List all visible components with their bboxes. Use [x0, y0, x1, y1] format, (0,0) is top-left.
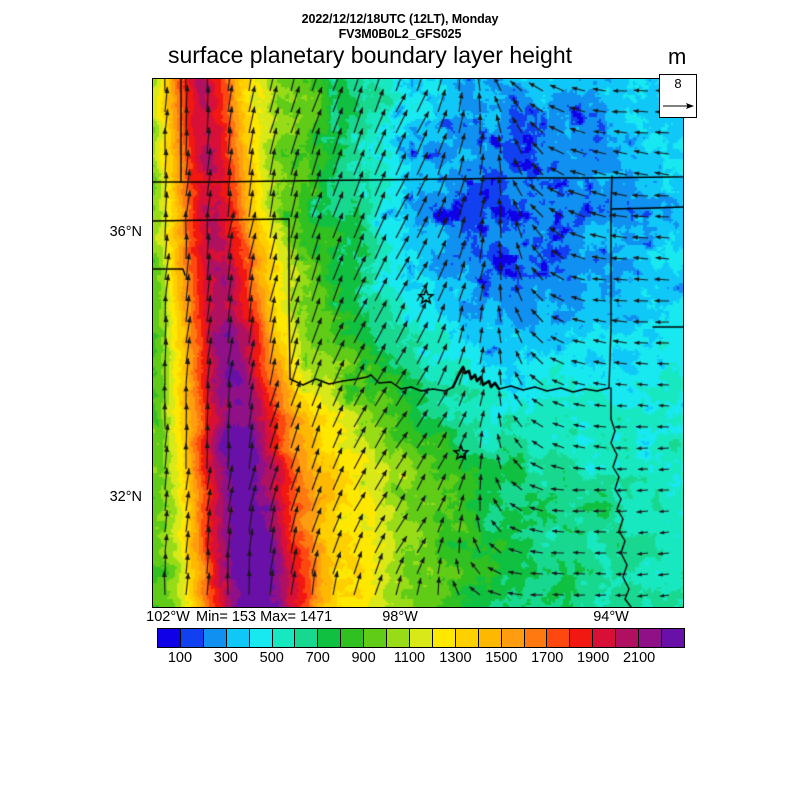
colorbar-segment [272, 629, 296, 647]
colorbar-segment [639, 629, 662, 647]
colorbar-segment [226, 629, 250, 647]
colorbar-tick-label: 100 [167, 650, 193, 666]
colorbar-tick-label: 700 [305, 650, 330, 666]
colorbar[interactable] [157, 628, 685, 648]
colorbar-tick-label: 1300 [439, 650, 472, 666]
colorbar-segment [158, 629, 181, 647]
map-plot-area[interactable] [152, 78, 684, 608]
colorbar-segment [593, 629, 617, 647]
colorbar-segment [341, 629, 365, 647]
colorbar-tick-label: 1700 [531, 650, 564, 666]
colorbar-tick-label: 300 [213, 650, 238, 666]
colorbar-segment [180, 629, 204, 647]
forecast-datetime-label: 2022/12/12/18UTC (12LT), Monday [301, 12, 499, 26]
wind-vectors-overlay [153, 79, 683, 607]
min-max-annotation: Min= 153 Max= 1471 [196, 609, 333, 625]
colorbar-segment [501, 629, 525, 647]
colorbar-segment [455, 629, 479, 647]
colorbar-segment [547, 629, 571, 647]
wind-reference-arrow [663, 103, 694, 109]
colorbar-tick-label: 1500 [485, 650, 518, 666]
lat-tick-36n: 36°N [109, 224, 142, 240]
colorbar-segment [249, 629, 273, 647]
colorbar-tick-labels: 100 300 500 700 900 1100 1300 1500 1700 1900 2100 [157, 650, 685, 670]
colorbar-tick-label: 2100 [622, 650, 656, 666]
colorbar-tick-label: 900 [351, 650, 376, 666]
lon-tick-94w: 94°W [593, 609, 629, 625]
colorbar-segment [364, 629, 388, 647]
model-name-label: FV3M0B0L2_GFS025 [338, 27, 462, 41]
wind-reference-legend: 8 [659, 74, 697, 118]
colorbar-segment [318, 629, 342, 647]
colorbar-segment [661, 629, 684, 647]
colorbar-segment [432, 629, 456, 647]
colorbar-segment [478, 629, 502, 647]
colorbar-segment [387, 629, 410, 647]
colorbar-segment [203, 629, 227, 647]
colorbar-tick-label: 1900 [577, 650, 610, 666]
colorbar-tick-label: 1100 [393, 650, 426, 666]
lon-tick-98w: 98°W [382, 609, 418, 625]
colorbar-segment [524, 629, 548, 647]
page-title: surface planetary boundary layer height [167, 42, 573, 68]
colorbar-segment [409, 629, 433, 647]
colorbar-segment [295, 629, 319, 647]
colorbar-segment [570, 629, 594, 647]
lat-tick-32n: 32°N [109, 489, 142, 505]
colorbar-segment [616, 629, 640, 647]
colorbar-tick-label: 500 [259, 650, 284, 666]
units-label: m [668, 44, 687, 69]
lon-tick-102w: 102°W [146, 609, 190, 625]
wind-reference-value: 8 [674, 76, 682, 91]
